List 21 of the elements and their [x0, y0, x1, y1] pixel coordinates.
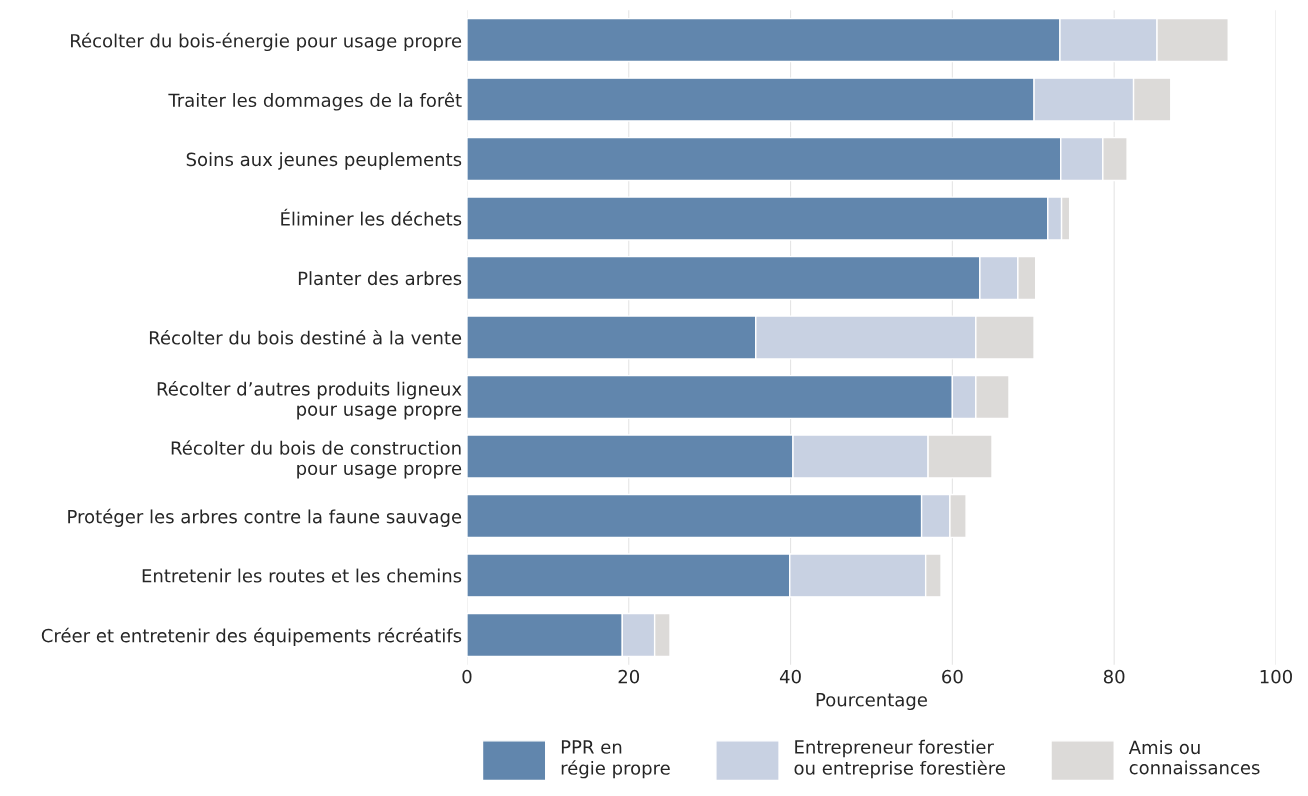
y-tick-label: Récolter du bois destiné à la vente [149, 329, 462, 345]
x-axis-title: Pourcentage [816, 693, 927, 711]
y-tick-label: Soins aux jeunes peuplements [186, 152, 462, 170]
y-tick-label: Protéger les arbres contre la faune sauvage [68, 508, 462, 527]
x-tick-label: 20 [618, 669, 640, 684]
legend-label: Amis ou connaissances [1128, 740, 1260, 775]
y-tick-label: Entretenir les routes et les chemins [142, 568, 462, 583]
x-tick-label: 60 [942, 669, 963, 684]
x-tick-label: 100 [1260, 669, 1292, 684]
y-tick-label: Planter des arbres [298, 271, 462, 286]
legend-label: PPR en régie propre [561, 740, 670, 779]
y-tick-label: Traiter les dommages de la forêt [168, 92, 462, 111]
y-tick-label: Éliminer les déchets [281, 208, 462, 226]
y-tick-label: Récolter du bois de construction pour usage propre [171, 440, 462, 479]
y-tick-label: Récolter du bois-énergie pour usage propre [71, 32, 462, 52]
x-tick-label: 80 [1103, 669, 1125, 684]
x-tick-label: 0 [462, 669, 472, 684]
y-tick-label: Récolter d’autres produits ligneux pour usage propre [157, 381, 462, 420]
legend-label: Entrepreneur forestier ou entreprise forestière [794, 739, 1005, 779]
y-tick-label: Créer et entretenir des équipements récréatifs [41, 627, 462, 646]
x-tick-label: 40 [779, 669, 801, 684]
